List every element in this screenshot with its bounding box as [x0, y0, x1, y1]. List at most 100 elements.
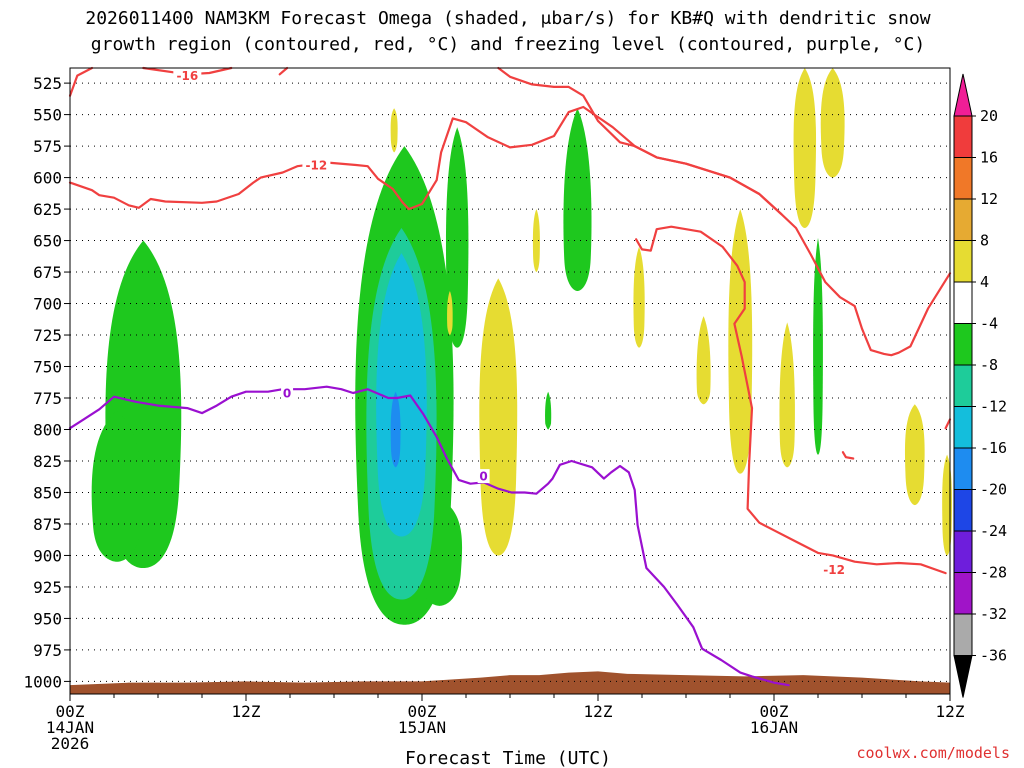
- colorbar-label-10: -24: [980, 522, 1007, 540]
- colorbar-swatch-9: [953, 489, 973, 532]
- contour-lines: [68, 66, 952, 687]
- y-tick-label-625: 625: [33, 200, 62, 219]
- contour-label-3: 0: [479, 470, 487, 484]
- contour-label-bg-3: [477, 469, 490, 484]
- omega-region-22: [793, 68, 817, 228]
- colorbar-label-5: -4: [980, 315, 998, 333]
- contour-label-bg-4: [820, 562, 849, 577]
- dgz-contour-4: [497, 66, 636, 148]
- colorbar-label-4: 4: [980, 273, 989, 291]
- omega-region-9: [445, 127, 469, 348]
- x-tick-label-24-2: 15JAN: [398, 718, 446, 737]
- omega-shading: [91, 68, 952, 625]
- y-tick-label-525: 525: [33, 74, 62, 93]
- omega-region-11: [571, 177, 584, 241]
- colorbar-label-13: -36: [980, 647, 1007, 665]
- omega-region-13: [813, 238, 823, 455]
- y-tick-label-825: 825: [33, 452, 62, 471]
- freezing-level-contour-0: [68, 385, 790, 687]
- contour-label-0: -16: [176, 69, 198, 83]
- y-tick-label-675: 675: [33, 263, 62, 282]
- y-tick-label-800: 800: [33, 420, 62, 439]
- contour-label-bg-1: [302, 157, 331, 172]
- x-tick-label-0-2: 14JAN: [46, 718, 94, 737]
- omega-region-18: [633, 246, 645, 348]
- y-tick-label-950: 950: [33, 609, 62, 628]
- chart-title-line-2: growth region (contoured, red, °C) and f…: [91, 34, 925, 55]
- x-tick-label-48-1: 00Z: [760, 702, 789, 721]
- colorbar-bottom-arrow: [953, 655, 973, 698]
- y-tick-label-575: 575: [33, 137, 62, 156]
- omega-region-23: [820, 68, 845, 178]
- contour-label-bg-0: [173, 68, 202, 83]
- dgz-contour-2: [278, 66, 289, 76]
- y-tick-label-700: 700: [33, 295, 62, 314]
- colorbar-swatch-10: [953, 530, 973, 573]
- x-axis-title: Forecast Time (UTC): [405, 748, 611, 768]
- colorbar-swatch-6: [953, 364, 973, 407]
- dgz-contour-6: [635, 225, 947, 575]
- y-tick-label-900: 900: [33, 546, 62, 565]
- contour-label-2: 0: [283, 386, 291, 400]
- source-watermark: coolwx.com/models: [856, 744, 1010, 762]
- plot-area: -16 -12 0 0 -12: [68, 66, 952, 695]
- dgz-contour-0: [68, 66, 94, 97]
- colorbar-swatch-0: [953, 115, 973, 158]
- colorbar-swatch-7: [953, 406, 973, 449]
- colorbar-top-arrow: [953, 73, 973, 117]
- contour-labels: -16 -12 0 0 -12: [173, 68, 849, 577]
- y-tick-label-650: 650: [33, 232, 62, 251]
- y-tick-label-875: 875: [33, 515, 62, 534]
- colorbar-label-0: 20: [980, 107, 998, 125]
- omega-region-24: [904, 404, 925, 506]
- x-tick-label-48-2: 16JAN: [750, 718, 798, 737]
- x-tick-label-12-1: 12Z: [232, 702, 261, 721]
- ground-layer: [70, 671, 950, 694]
- y-tick-label-775: 775: [33, 389, 62, 408]
- dgz-contour-8: [944, 418, 952, 430]
- colorbar-swatch-1: [953, 157, 973, 200]
- omega-region-16: [532, 209, 540, 273]
- omega-region-20: [728, 209, 753, 474]
- colorbar-swatch-12: [953, 613, 973, 656]
- chart-title-line-1: 2026011400 NAM3KM Forecast Omega (shaded…: [85, 8, 930, 29]
- x-tick-label-60-1: 12Z: [936, 702, 965, 721]
- omega-region-12: [545, 391, 552, 430]
- contour-label-4: -12: [823, 563, 845, 577]
- omega-region-17: [479, 278, 518, 556]
- y-tick-label-725: 725: [33, 326, 62, 345]
- y-tick-label-550: 550: [33, 106, 62, 125]
- colorbar-label-3: 8: [980, 232, 989, 250]
- colorbar-swatch-3: [953, 240, 973, 283]
- omega-region-8: [390, 391, 401, 468]
- colorbar-swatch-2: [953, 198, 973, 241]
- colorbar-label-9: -20: [980, 481, 1007, 499]
- omega-region-1: [91, 410, 143, 562]
- colorbar-label-6: -8: [980, 356, 998, 374]
- dgz-contour-3: [68, 105, 952, 357]
- contour-label-1: -12: [306, 158, 328, 172]
- dgz-contour-5: [633, 145, 783, 216]
- colorbar-label-8: -16: [980, 439, 1007, 457]
- omega-region-25: [942, 454, 952, 556]
- contour-label-bg-2: [281, 385, 294, 400]
- y-tick-label-750: 750: [33, 358, 62, 377]
- x-tick-label-24-1: 00Z: [408, 702, 437, 721]
- dgz-contour-7: [841, 451, 855, 460]
- ground-terrain: [70, 671, 950, 694]
- y-tick-label-1000: 1000: [23, 672, 62, 691]
- colorbar: 20 16 12 8 4 -4 -8 -12 -16 -20 -24 -28 -32 -36: [953, 73, 1007, 698]
- x-tick-label-0-1: 00Z: [56, 702, 85, 721]
- x-tick-label-36-1: 12Z: [584, 702, 613, 721]
- colorbar-label-2: 12: [980, 190, 998, 208]
- colorbar-label-7: -12: [980, 398, 1007, 416]
- omega-region-15: [447, 290, 453, 336]
- colorbar-label-1: 16: [980, 149, 998, 167]
- omega-region-21: [779, 322, 795, 468]
- y-tick-label-925: 925: [33, 578, 62, 597]
- y-axis: 525 550 575 600 625 650 675 700 725 750 775 800 825 8…: [23, 74, 70, 691]
- colorbar-swatch-8: [953, 447, 973, 490]
- x-tick-label-0-3: 2026: [51, 734, 90, 753]
